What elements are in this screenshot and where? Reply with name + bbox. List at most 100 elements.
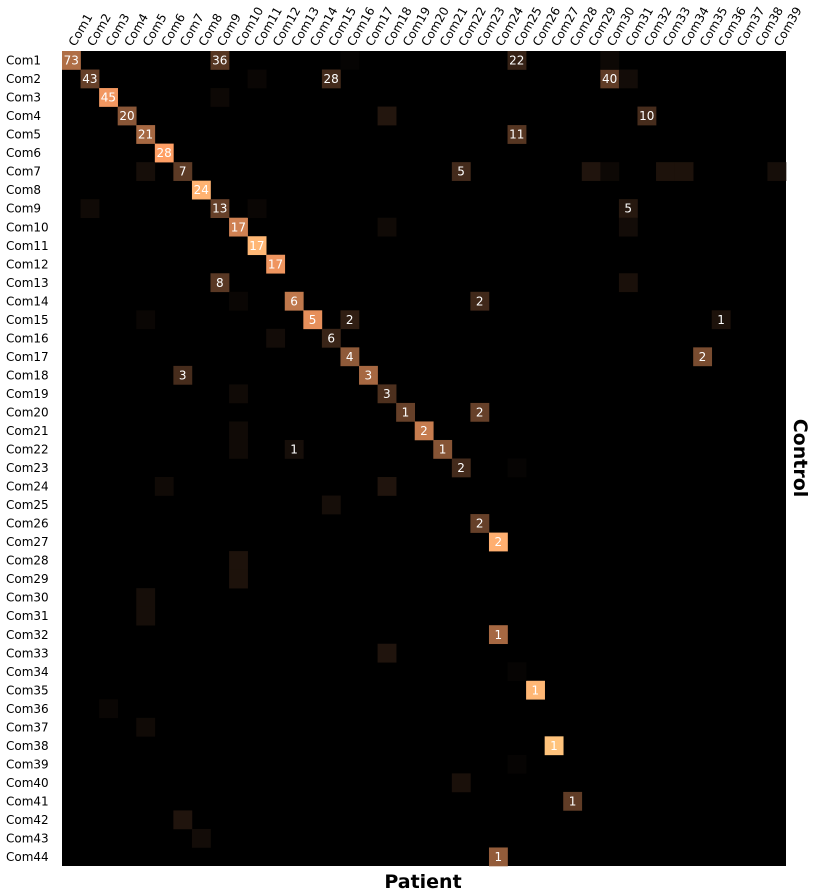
y-tick-label: Com14 <box>6 294 49 308</box>
y-tick-label: Com34 <box>6 665 49 679</box>
heatmap-cell <box>451 773 471 793</box>
heatmap-cell <box>507 754 527 774</box>
heatmap-cell <box>136 588 156 607</box>
y-tick-label: Com5 <box>6 128 41 142</box>
heatmap-cell <box>470 514 490 533</box>
cell-value-label: 45 <box>101 91 116 105</box>
heatmap-cell <box>526 680 545 700</box>
heatmap-cell <box>136 606 156 626</box>
cell-value-label: 6 <box>290 294 298 308</box>
heatmap-cell <box>266 328 286 348</box>
y-tick-label: Com6 <box>6 146 41 160</box>
heatmap-cell <box>80 69 100 89</box>
y-tick-label: Com37 <box>6 720 49 734</box>
heatmap-cell <box>377 217 397 237</box>
cell-value-label: 8 <box>216 276 224 290</box>
y-tick-label: Com30 <box>6 591 49 605</box>
cell-value-label: 73 <box>64 54 79 68</box>
heatmap-cell <box>229 217 248 237</box>
cell-value-label: 28 <box>156 146 171 160</box>
heatmap-cell <box>247 199 267 218</box>
y-tick-label: Com11 <box>6 239 49 253</box>
cell-value-label: 5 <box>457 165 465 179</box>
heatmap-cell <box>544 736 564 756</box>
heatmap-cell <box>173 365 193 385</box>
cell-value-label: 22 <box>509 54 524 68</box>
y-tick-label: Com28 <box>6 554 49 568</box>
cell-value-label: 2 <box>420 424 428 438</box>
heatmap-cell <box>359 365 378 385</box>
heatmap-cell <box>266 254 286 274</box>
heatmap-cell <box>229 421 248 441</box>
x-tick-labels: Com1Com2Com3Com4Com5Com6Com7Com8Com9Com1… <box>66 5 805 49</box>
y-tick-label: Com43 <box>6 832 49 846</box>
y-tick-label: Com29 <box>6 572 49 586</box>
y-tick-label: Com26 <box>6 517 49 531</box>
cell-value-label: 2 <box>457 461 465 475</box>
heatmap-cell <box>618 199 638 218</box>
cell-value-label: 1 <box>402 405 410 419</box>
heatmap-cell <box>99 88 118 107</box>
y-tick-label: Com18 <box>6 368 49 382</box>
cell-value-label: 5 <box>309 313 317 327</box>
heatmap-cell <box>600 162 620 181</box>
y-tick-label: Com7 <box>6 165 41 179</box>
y-tick-label: Com32 <box>6 628 49 642</box>
cell-value-label: 40 <box>602 72 617 86</box>
y-tick-label: Com42 <box>6 813 49 827</box>
cell-value-label: 11 <box>509 128 524 142</box>
cell-value-label: 2 <box>494 535 502 549</box>
cell-value-label: 24 <box>194 183 209 197</box>
heatmap-cell <box>210 88 230 107</box>
cell-value-label: 6 <box>327 331 335 345</box>
cell-value-label: 13 <box>212 202 227 216</box>
y-tick-label: Com24 <box>6 480 49 494</box>
heatmap-cell <box>210 273 230 293</box>
cell-value-label: 2 <box>476 294 484 308</box>
cell-value-label: 1 <box>532 683 540 697</box>
heatmap-cell <box>173 162 193 181</box>
cell-value-label: 5 <box>624 202 632 216</box>
cell-value-label: 1 <box>717 313 725 327</box>
heatmap-cell <box>600 69 620 89</box>
cell-value-label: 1 <box>569 794 577 808</box>
heatmap-cell <box>247 236 267 256</box>
heatmap-cell <box>154 143 174 163</box>
heatmap-cell <box>488 847 508 867</box>
heatmap-cell <box>229 439 248 459</box>
heatmap-cell <box>377 477 397 496</box>
heatmap-cell <box>377 106 397 126</box>
heatmap-cell <box>488 532 508 552</box>
heatmap-cell <box>488 625 508 645</box>
cell-value-label: 2 <box>699 350 707 364</box>
y-tick-labels: Com1 Com2 Com3 Com4 Com5 Com6 Com7 Com8 Com9 Com1… <box>6 54 49 864</box>
y-tick-label: Com40 <box>6 776 49 790</box>
heatmap-cell <box>191 828 211 848</box>
y-tick-label: Com12 <box>6 257 49 271</box>
y-tick-label: Com1 <box>6 54 41 68</box>
heatmap-cell <box>433 439 453 459</box>
y-tick-label: Com17 <box>6 350 49 364</box>
cell-value-label: 4 <box>346 350 354 364</box>
y-tick-label: Com10 <box>6 220 49 234</box>
y-axis-title: Control <box>789 419 811 498</box>
heatmap-cell <box>117 106 137 126</box>
heatmap-cell <box>80 199 100 218</box>
cell-value-label: 3 <box>179 368 187 382</box>
cell-value-label: 43 <box>82 72 97 86</box>
cell-value-label: 3 <box>383 387 391 401</box>
heatmap-cell <box>321 495 341 515</box>
y-tick-label: Com8 <box>6 183 41 197</box>
cell-value-label: 2 <box>476 405 484 419</box>
heatmap-cell <box>377 643 397 663</box>
y-tick-label: Com4 <box>6 109 41 123</box>
heatmap-cell <box>507 458 527 478</box>
heatmap-cell <box>674 162 694 181</box>
heatmap-cell <box>377 384 397 404</box>
cell-value-label: 2 <box>346 313 354 327</box>
y-tick-label: Com20 <box>6 405 49 419</box>
cell-value-label: 17 <box>231 220 246 234</box>
y-tick-label: Com22 <box>6 443 49 457</box>
heatmap-cell <box>451 458 471 478</box>
